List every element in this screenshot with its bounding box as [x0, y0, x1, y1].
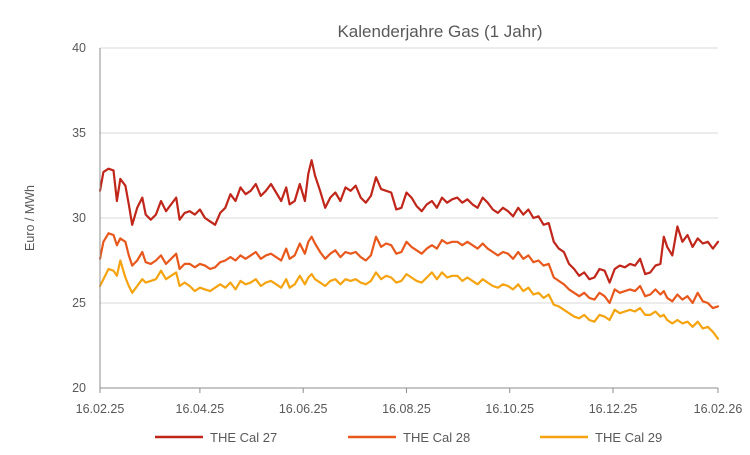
- x-tick-label: 16.06.25: [279, 402, 328, 416]
- legend-label: THE Cal 28: [403, 430, 470, 445]
- x-tick-label: 16.08.25: [382, 402, 431, 416]
- y-tick-label: 30: [72, 211, 86, 225]
- y-tick-label: 20: [72, 381, 86, 395]
- y-tick-label: 35: [72, 126, 86, 140]
- x-tick-labels: 16.02.25 16.04.25 16.06.25 16.08.25 16.10.25…: [76, 402, 743, 416]
- series-line-1: [98, 159, 720, 284]
- y-tick-labels: 20 25 30 35 40: [72, 41, 86, 395]
- x-tick-label: 16.02.26: [694, 402, 743, 416]
- x-tick-label: 16.10.25: [485, 402, 534, 416]
- legend: THE Cal 27 THE Cal 28 THE Cal 29: [155, 430, 662, 445]
- series-line-3: [98, 259, 720, 340]
- y-axis-label: Euro / MWh: [23, 185, 37, 251]
- series-lines: [98, 159, 720, 340]
- legend-label: THE Cal 29: [595, 430, 662, 445]
- x-tick-label: 16.02.25: [76, 402, 125, 416]
- x-tick-label: 16.12.25: [589, 402, 638, 416]
- legend-label: THE Cal 27: [210, 430, 277, 445]
- axes: [99, 48, 719, 393]
- series-line-2: [98, 232, 720, 310]
- chart-title: Kalenderjahre Gas (1 Jahr): [337, 22, 542, 41]
- gridlines: [100, 47, 718, 304]
- y-tick-label: 25: [72, 296, 86, 310]
- y-tick-label: 40: [72, 41, 86, 55]
- x-tick-label: 16.04.25: [176, 402, 225, 416]
